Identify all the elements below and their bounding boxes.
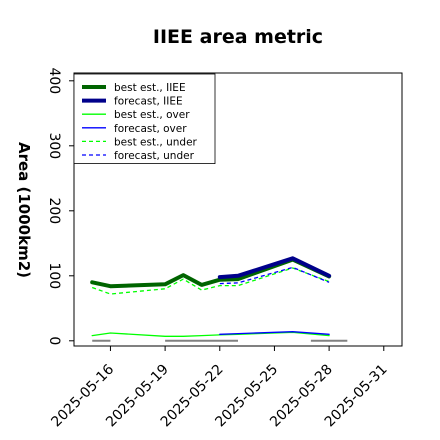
y-tick-label: 100	[46, 262, 62, 289]
legend-label: forecast, over	[114, 123, 187, 135]
y-tick-label: 200	[46, 197, 62, 224]
y-tick-label: 400	[46, 67, 62, 94]
y-axis-label: Area (1000km2)	[15, 142, 33, 278]
series-line	[90, 257, 332, 289]
series-line	[91, 331, 330, 337]
series-line	[219, 266, 330, 285]
series-line	[91, 267, 330, 295]
series-layer	[90, 256, 332, 337]
legend-label: best est., IIEE	[114, 82, 186, 94]
y-tick-label: 300	[46, 132, 62, 159]
y-tick-label: 0	[46, 336, 62, 345]
plot-frame	[73, 72, 403, 347]
legend-label: best est., under	[114, 136, 198, 148]
legend-label: forecast, under	[114, 150, 195, 162]
series-line	[217, 256, 332, 280]
chart-title: IIEE area metric	[153, 26, 323, 48]
legend-label: forecast, IIEE	[114, 96, 183, 108]
x-axis: 2025-05-162025-05-192025-05-222025-05-25…	[48, 346, 391, 430]
series-line	[219, 331, 330, 335]
legend-label: best est., over	[114, 109, 190, 121]
y-axis: 0 100 200 300 400	[46, 67, 74, 345]
